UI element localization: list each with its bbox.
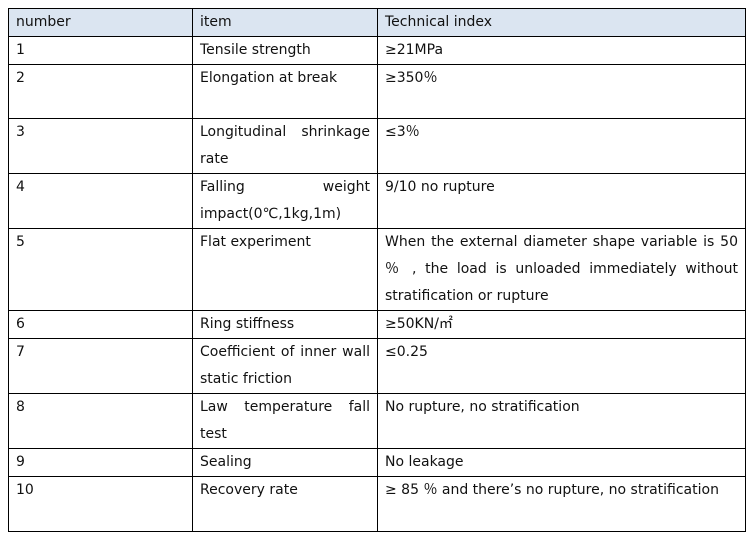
header-cell: item — [192, 8, 378, 37]
table-cell: ≥50KN/㎡ — [377, 310, 746, 339]
table-cell: ≥350％ — [377, 64, 746, 119]
table-cell: 6 — [8, 310, 193, 339]
table-row: 10 Recovery rate ≥ 85 ％ and there’s no rup… — [8, 476, 746, 532]
table-cell: When the external diameter shape variabl… — [377, 228, 746, 311]
table-row: 3 Longitudinal shrinkage rate ≤3％ — [8, 118, 746, 174]
table-cell: Tensile strength — [192, 36, 378, 65]
table-cell: Recovery rate — [192, 476, 378, 532]
table-cell: Ring stiffness — [192, 310, 378, 339]
table-cell: ≥21MPa — [377, 36, 746, 65]
table-cell: 5 — [8, 228, 193, 311]
table-row: 5 Flat experiment When the external diamet… — [8, 228, 746, 311]
table-cell: 9 — [8, 448, 193, 477]
table-cell: 3 — [8, 118, 193, 174]
table-row: 6 Ring stiffness ≥50KN/㎡ — [8, 310, 746, 339]
header-cell: number — [8, 8, 193, 37]
table-cell: 8 — [8, 393, 193, 449]
table-cell: Falling weight impact(0℃,1kg,1m) — [192, 173, 378, 229]
header-cell: Technical index — [377, 8, 746, 37]
table-row: 9 Sealing No leakage — [8, 448, 746, 477]
table-cell: ≤3％ — [377, 118, 746, 174]
table-row: 8 Law temperature fall test No rupture, no… — [8, 393, 746, 449]
table-cell: Coefficient of inner wall static frictio… — [192, 338, 378, 394]
table-cell: Law temperature fall test — [192, 393, 378, 449]
table-cell: Flat experiment — [192, 228, 378, 311]
table-row: 2 Elongation at break ≥350％ — [8, 64, 746, 119]
table-row: 7 Coefficient of inner wall static fricti… — [8, 338, 746, 394]
table-cell: ≥ 85 ％ and there’s no rupture, no strati… — [377, 476, 746, 532]
table-body: number item Technical index 1 Tensile streng… — [8, 8, 746, 532]
spec-table: number item Technical index 1 Tensile streng… — [8, 8, 746, 532]
table-cell: ≤0.25 — [377, 338, 746, 394]
table-row: 4 Falling weight impact(0℃,1kg,1m) 9/10 no… — [8, 173, 746, 229]
table-cell: 2 — [8, 64, 193, 119]
table-cell: 9/10 no rupture — [377, 173, 746, 229]
table-cell: No leakage — [377, 448, 746, 477]
table-row: 1 Tensile strength ≥21MPa — [8, 36, 746, 65]
table-cell: 4 — [8, 173, 193, 229]
table-cell: 7 — [8, 338, 193, 394]
table-cell: 1 — [8, 36, 193, 65]
table-cell: 10 — [8, 476, 193, 532]
table-cell: Longitudinal shrinkage rate — [192, 118, 378, 174]
table-cell: Elongation at break — [192, 64, 378, 119]
table-cell: No rupture, no stratification — [377, 393, 746, 449]
header-row: number item Technical index — [8, 8, 746, 37]
table-cell: Sealing — [192, 448, 378, 477]
